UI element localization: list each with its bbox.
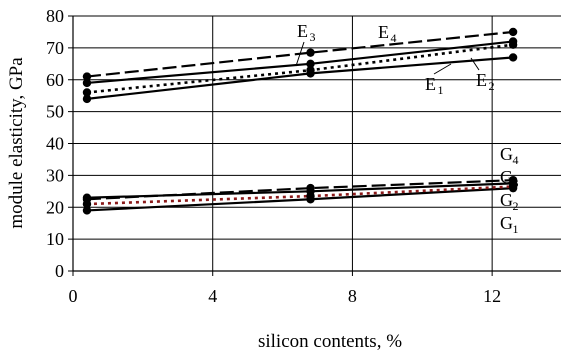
data-point-e3 <box>82 78 92 88</box>
annotation-leader <box>433 63 452 75</box>
data-point-e2 <box>306 65 315 75</box>
data-point-e3 <box>508 37 518 46</box>
data-point-e3 <box>306 59 315 69</box>
x-tick-label: 4 <box>208 286 217 306</box>
data-point-g4 <box>306 183 315 193</box>
annotation-subscript: 3 <box>310 30 316 44</box>
y-tick-label: 20 <box>46 197 64 217</box>
annotation-g3: G <box>500 167 513 187</box>
data-point-e4 <box>306 48 315 57</box>
annotation-g2: G <box>500 190 513 210</box>
annotation-subscript: 3 <box>513 176 519 190</box>
y-tick-label: 60 <box>46 70 64 90</box>
data-point-g1 <box>82 206 92 215</box>
y-tick-label: 70 <box>46 38 64 58</box>
series-line-e2 <box>86 43 514 94</box>
data-point-e1 <box>82 94 92 104</box>
series <box>82 27 518 215</box>
data-point-e4 <box>508 27 518 37</box>
data-point-g4 <box>508 175 518 185</box>
data-point-e4 <box>82 72 92 81</box>
annotation-g4: G <box>500 144 513 164</box>
annotation-subscript: 2 <box>489 79 495 93</box>
y-tick-label: 10 <box>46 229 64 249</box>
annotation-e2: E <box>476 70 487 90</box>
y-tick-label: 80 <box>46 6 64 26</box>
annotation-subscript: 1 <box>513 222 519 236</box>
data-point-e2 <box>82 88 92 97</box>
x-axis-title: silicon contents, % <box>258 331 402 352</box>
x-tick-label: 0 <box>69 286 78 306</box>
y-tick-label: 30 <box>46 165 64 185</box>
grid <box>73 15 561 271</box>
y-tick-label: 0 <box>55 261 64 281</box>
data-point-g4 <box>82 195 92 204</box>
y-tick-label: 40 <box>46 134 64 154</box>
series-line-g2 <box>86 185 514 206</box>
annotations: E 1 E 2E 3 E 4G 1G 2G 3G 4 <box>295 21 519 236</box>
annotation-leader <box>295 41 305 67</box>
annotation-g1: G <box>500 213 513 233</box>
series-line-g4 <box>86 179 514 201</box>
x-tick-label: 12 <box>483 286 501 306</box>
annotation-e4: E <box>378 22 389 42</box>
annotation-leader <box>470 57 480 71</box>
y-tick-label: 50 <box>46 102 64 122</box>
y-axis-title: module elasticity, GPa <box>6 57 27 229</box>
annotation-e3: E <box>297 21 308 41</box>
annotation-subscript: 4 <box>391 31 397 45</box>
annotation-e1: E <box>425 74 436 94</box>
annotation-subscript: 2 <box>513 199 519 213</box>
x-tick-label: 8 <box>348 286 357 306</box>
annotation-subscript: 4 <box>513 153 519 167</box>
data-point-e1 <box>508 53 518 62</box>
annotation-subscript: 1 <box>438 83 444 97</box>
